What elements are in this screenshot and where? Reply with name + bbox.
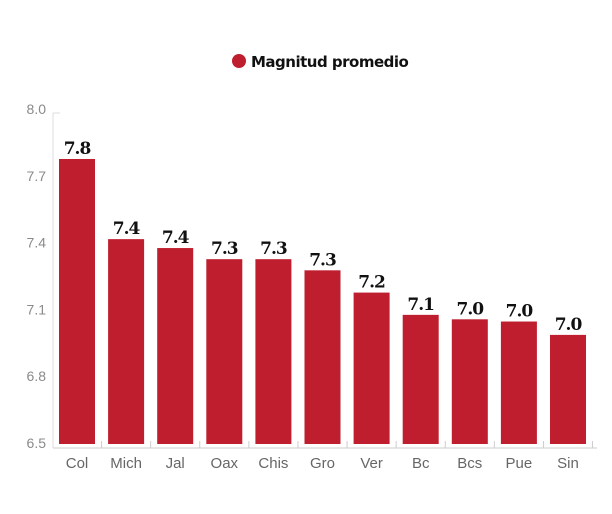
x-tick-label: Jal: [166, 455, 185, 472]
data-label: 7.3: [211, 239, 238, 259]
x-tick-label: Bcs: [457, 455, 482, 472]
x-tick-label: Ver: [360, 455, 383, 472]
data-label: 7.3: [309, 250, 336, 270]
x-tick-label: Bc: [412, 455, 430, 472]
y-tick-label: 6.5: [27, 435, 47, 451]
data-label: 7.0: [457, 299, 485, 319]
bar-col: [59, 158, 95, 444]
y-tick-label: 7.1: [27, 301, 47, 317]
y-tick-label: 6.8: [27, 368, 47, 384]
y-tick-label: 8.0: [27, 101, 47, 117]
bar-pue: [500, 321, 537, 444]
y-tick-label: 7.7: [27, 168, 47, 184]
data-label: 7.2: [358, 273, 385, 293]
y-tick-label: 7.4: [27, 235, 47, 251]
x-tick-label: Col: [66, 455, 89, 472]
bar-bcs: [451, 319, 488, 444]
data-label: 7.8: [64, 139, 91, 159]
bar-gro: [304, 270, 341, 444]
data-label: 7.1: [407, 295, 434, 315]
legend: Magnitud promedio: [232, 53, 409, 71]
bar-chis: [255, 259, 292, 444]
legend-label: Magnitud promedio: [251, 53, 409, 71]
data-label: 7.4: [162, 228, 190, 248]
x-tick-label: Sin: [557, 455, 579, 472]
bar-ver: [353, 292, 390, 444]
data-label: 7.3: [260, 239, 287, 259]
bars: 7.8 7.4 7.4 7.3 7.3 7.3 7.2 7.1 7.0 7.0 7.0: [59, 139, 586, 444]
x-tick-label: Gro: [310, 455, 335, 472]
x-axis: Col Mich Jal Oax Chis Gro Ver Bc Bcs Pue Sin: [53, 441, 597, 472]
legend-marker: [232, 54, 246, 68]
bar-jal: [157, 248, 194, 444]
x-tick-label: Chis: [258, 455, 288, 472]
bar-bc: [402, 314, 439, 444]
data-label: 7.0: [555, 315, 583, 335]
bar-mich: [108, 239, 145, 444]
x-tick-label: Mich: [110, 455, 142, 472]
x-tick-label: Oax: [211, 455, 239, 472]
bar-sin: [550, 334, 586, 444]
bar-oax: [206, 259, 243, 444]
data-label: 7.0: [506, 302, 534, 322]
y-axis: 6.5 6.8 7.1 7.4 7.7 8.0: [27, 101, 60, 451]
data-label: 7.4: [113, 219, 141, 239]
x-tick-label: Pue: [506, 455, 533, 472]
